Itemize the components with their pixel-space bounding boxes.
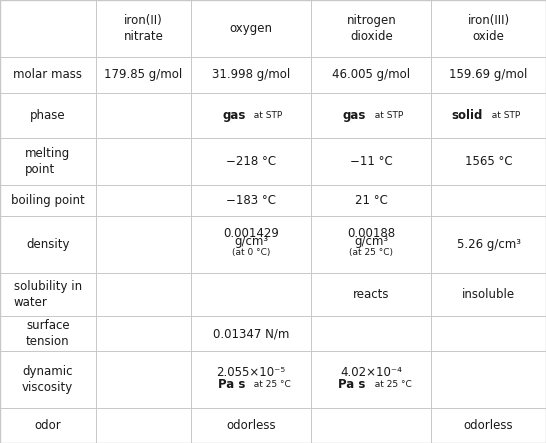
Text: oxygen: oxygen [230, 22, 272, 35]
Text: 46.005 g/mol: 46.005 g/mol [332, 68, 411, 81]
Text: solubility in
water: solubility in water [14, 280, 82, 309]
Text: Pa s: Pa s [339, 378, 366, 391]
Text: 0.00188: 0.00188 [347, 227, 395, 240]
Text: reacts: reacts [353, 288, 389, 301]
Text: odorless: odorless [464, 419, 513, 432]
Text: −11 °C: −11 °C [350, 155, 393, 168]
Text: iron(III)
oxide: iron(III) oxide [467, 14, 510, 43]
Text: −218 °C: −218 °C [226, 155, 276, 168]
Text: at 25 °C: at 25 °C [248, 380, 291, 389]
Text: (at 0 °C): (at 0 °C) [232, 248, 270, 256]
Text: at STP: at STP [486, 111, 520, 120]
Text: 0.001429: 0.001429 [223, 227, 279, 240]
Text: iron(II)
nitrate: iron(II) nitrate [123, 14, 163, 43]
Text: gas: gas [342, 109, 366, 122]
Text: 21 °C: 21 °C [355, 194, 388, 207]
Text: surface
tension: surface tension [26, 319, 69, 348]
Text: g/cm³: g/cm³ [354, 235, 388, 248]
Text: odor: odor [34, 419, 61, 432]
Text: Pa s: Pa s [218, 378, 246, 391]
Text: gas: gas [222, 109, 246, 122]
Text: 4.02×10⁻⁴: 4.02×10⁻⁴ [340, 366, 402, 379]
Text: −183 °C: −183 °C [226, 194, 276, 207]
Text: density: density [26, 238, 69, 251]
Text: at 25 °C: at 25 °C [369, 380, 411, 389]
Text: 2.055×10⁻⁵: 2.055×10⁻⁵ [217, 366, 286, 379]
Text: at STP: at STP [369, 111, 403, 120]
Text: melting
point: melting point [25, 147, 70, 176]
Text: 31.998 g/mol: 31.998 g/mol [212, 68, 290, 81]
Text: phase: phase [30, 109, 66, 122]
Text: nitrogen
dioxide: nitrogen dioxide [346, 14, 396, 43]
Text: solid: solid [452, 109, 483, 122]
Text: odorless: odorless [227, 419, 276, 432]
Text: 0.01347 N/m: 0.01347 N/m [213, 327, 289, 340]
Text: boiling point: boiling point [11, 194, 85, 207]
Text: at STP: at STP [248, 111, 283, 120]
Text: 1565 °C: 1565 °C [465, 155, 513, 168]
Text: 179.85 g/mol: 179.85 g/mol [104, 68, 182, 81]
Text: (at 25 °C): (at 25 °C) [349, 248, 393, 256]
Text: dynamic
viscosity: dynamic viscosity [22, 365, 73, 394]
Text: 5.26 g/cm³: 5.26 g/cm³ [456, 238, 521, 251]
Text: molar mass: molar mass [13, 68, 82, 81]
Text: 159.69 g/mol: 159.69 g/mol [449, 68, 528, 81]
Text: insoluble: insoluble [462, 288, 515, 301]
Text: g/cm³: g/cm³ [234, 235, 268, 248]
